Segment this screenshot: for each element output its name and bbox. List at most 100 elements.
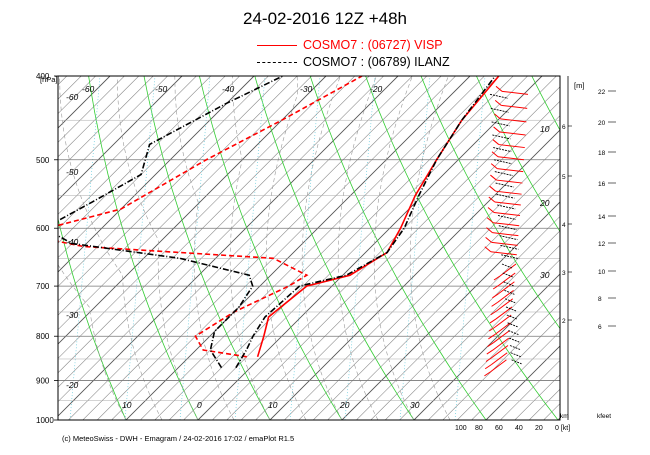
legend-swatch-ilanz: [257, 62, 297, 64]
inner-label: 10: [540, 124, 550, 134]
isotherm-line: [630, 76, 650, 420]
legend-label-ilanz: COSMO7 : (06789) ILANZ: [303, 55, 450, 69]
wind-barb-visp: [494, 322, 511, 336]
wind-barb-ilanz: [509, 337, 520, 343]
isotherm-line: [557, 417, 560, 420]
kfeet-tick-label: 6: [598, 324, 602, 331]
isotherm-line: [572, 76, 650, 420]
pressure-tick-label: 900: [36, 376, 50, 385]
wind-barb-ilanz: [496, 193, 515, 199]
wind-axis-tick: 80: [475, 425, 483, 432]
kfeet-tick-label: 22: [598, 89, 606, 96]
wind-barb-flag-visp: [484, 246, 492, 253]
wind-barb-visp: [499, 263, 517, 277]
isotherm-line: [413, 273, 560, 420]
wind-barb-visp: [498, 144, 525, 149]
isotherm-line: [601, 76, 650, 420]
km-tick-label: 2: [562, 318, 566, 325]
wind-barb-visp: [493, 330, 510, 343]
isotherm-left-label: -20: [66, 380, 79, 390]
kfeet-axis-label: kfeet: [597, 413, 611, 420]
isotherm-line: [356, 216, 560, 420]
isotherm-line: [58, 76, 370, 388]
moist-adiabat: [174, 76, 235, 420]
isotherm-line: [616, 76, 650, 420]
wind-barb-flag-visp: [490, 310, 498, 316]
wind-barb-flag-visp: [488, 196, 496, 203]
series-line-3: [58, 76, 284, 369]
isotherm-line: [58, 76, 240, 258]
isotherm-line: [58, 76, 255, 273]
dry-adiabat: [420, 76, 560, 330]
isotherm-line: [327, 187, 560, 420]
wind-barb-visp: [497, 289, 514, 303]
isotherm-left-label: -40: [66, 237, 79, 247]
isotherm-line: [58, 76, 154, 172]
mixing-ratio-line: [344, 76, 376, 420]
wind-barb-ilanz: [497, 204, 516, 210]
kfeet-tick-label: 14: [598, 214, 606, 221]
wind-barb-ilanz: [489, 93, 509, 99]
wind-barb-ilanz: [493, 147, 512, 153]
wind-barb-ilanz: [507, 322, 518, 328]
isotherm-bottom-label: 10: [122, 400, 132, 410]
isotherm-bottom-label: 10: [268, 400, 278, 410]
wind-barb-ilanz: [494, 171, 513, 177]
km-tick-label: 4: [562, 222, 566, 229]
dry-adiabat: [643, 76, 650, 420]
wind-barb-visp: [499, 131, 526, 136]
wind-barb-ilanz: [499, 235, 518, 241]
wind-barb-flag-visp: [492, 284, 500, 290]
wind-barb-ilanz: [502, 272, 513, 278]
wind-barb-ilanz: [505, 298, 516, 304]
wind-barb-ilanz: [503, 281, 514, 287]
isotherm-line: [183, 76, 528, 420]
wind-axis-tick: 100: [455, 425, 467, 432]
wind-barb-flag-visp: [486, 217, 494, 224]
chart-title: 24-02-2016 12Z +48h: [243, 9, 407, 28]
wind-barb-ilanz: [506, 314, 517, 320]
wind-barb-flag-visp: [487, 207, 495, 213]
isotherm-line: [58, 76, 384, 402]
dry-adiabat: [587, 76, 650, 420]
km-axis-label: km: [560, 413, 569, 420]
wind-barb-ilanz: [493, 159, 513, 165]
mixing-ratio-line: [454, 76, 486, 420]
wind-barb-ilanz: [511, 359, 522, 365]
wind-barb-ilanz: [510, 352, 521, 358]
wind-barb-flag-visp: [490, 174, 497, 181]
mixing-ratio-line: [124, 76, 156, 420]
wind-barb-flag-visp: [485, 236, 492, 243]
mixing-ratio-line: [289, 76, 321, 420]
wind-barb-flag-visp: [484, 364, 492, 370]
isotherm-left-label: -30: [66, 310, 79, 320]
km-tick-label: 6: [562, 124, 566, 131]
isotherm-line: [457, 316, 560, 420]
isotherm-line: [125, 76, 471, 420]
wind-barb-flag-visp: [489, 318, 497, 324]
wind-barb-visp: [492, 337, 510, 351]
wind-barb-visp: [495, 306, 513, 320]
legend-entry-visp: COSMO7 : (06727) VISP: [257, 38, 443, 52]
kfeet-tick-label: 12: [598, 241, 606, 248]
isotherm-line: [0, 76, 9, 420]
mixing-ratio-line: [234, 76, 266, 420]
legend-swatch-visp: [257, 45, 297, 47]
wind-barb-visp: [490, 251, 517, 256]
plot-frame: [57, 75, 561, 421]
isotherm-top-label: -20: [370, 84, 383, 94]
dry-adiabat: [531, 76, 560, 131]
inner-label: 30: [540, 270, 550, 280]
isotherm-line: [111, 76, 456, 420]
wind-barb-ilanz: [504, 289, 515, 295]
isotherm-line: [471, 331, 560, 420]
pressure-tick-label: 700: [36, 282, 50, 291]
isotherm-line: [58, 76, 341, 359]
isotherm-line: [58, 76, 82, 100]
isotherm-line: [140, 76, 485, 420]
isotherm-line: [298, 158, 560, 420]
isotherm-line: [58, 76, 111, 129]
isotherm-line: [58, 76, 139, 158]
isotherm-bottom-label: 20: [339, 400, 350, 410]
wind-barb-visp: [494, 201, 521, 206]
